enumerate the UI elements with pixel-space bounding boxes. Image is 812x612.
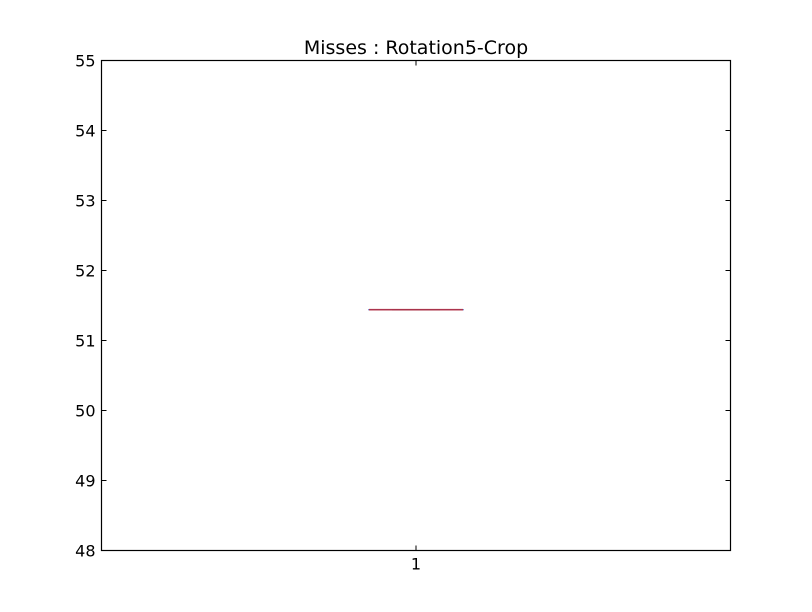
x-tick-label: 1 — [411, 555, 421, 574]
y-tick-label: 51 — [75, 332, 95, 351]
y-tick-label: 53 — [75, 192, 95, 211]
x-axis: 1 — [411, 60, 421, 574]
y-tick-label: 54 — [75, 122, 95, 141]
y-axis: 48 49 50 51 52 53 54 55 — [75, 52, 731, 561]
y-tick-label: 48 — [75, 542, 95, 561]
y-tick-label: 50 — [75, 402, 95, 421]
chart-title: Misses : Rotation5-Crop — [304, 37, 528, 59]
y-tick-label: 55 — [75, 52, 95, 71]
axes-frame — [100, 59, 732, 552]
y-tick-label: 49 — [75, 472, 95, 491]
y-tick-label: 52 — [75, 262, 95, 281]
